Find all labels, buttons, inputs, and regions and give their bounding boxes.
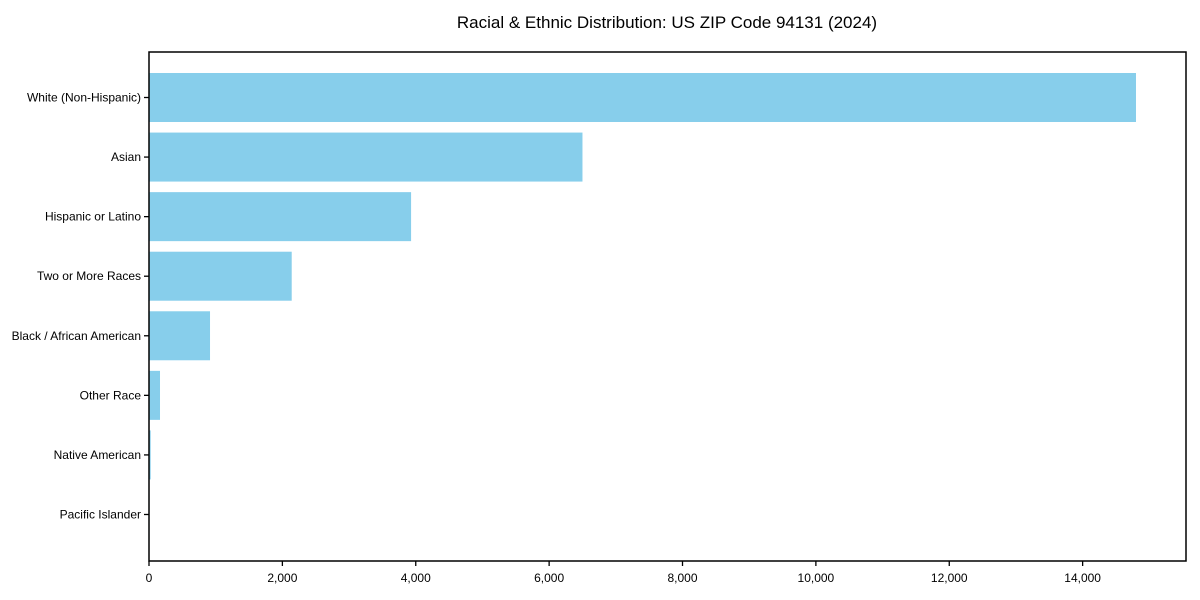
bars-layer [149, 73, 1136, 539]
bar-3 [149, 251, 292, 301]
plot-border [148, 51, 1187, 562]
x-tick-label-2: 4,000 [401, 571, 431, 585]
bar-5 [149, 370, 161, 420]
x-tick-label-6: 12,000 [931, 571, 968, 585]
y-tick-label-1: Asian [111, 150, 141, 164]
bar-4 [149, 311, 211, 361]
bar-1 [149, 132, 583, 182]
x-tick-label-1: 2,000 [267, 571, 297, 585]
y-tick-label-4: Black / African American [12, 329, 141, 343]
y-tick-label-7: Pacific Islander [60, 507, 141, 521]
y-tick-label-5: Other Race [80, 388, 142, 402]
x-tick-label-3: 6,000 [534, 571, 564, 585]
x-tick-label-5: 10,000 [798, 571, 835, 585]
bar-6 [149, 430, 151, 480]
bar-0 [149, 73, 1136, 122]
bar-2 [149, 192, 412, 242]
x-tick-label-4: 8,000 [667, 571, 697, 585]
x-tick-label-0: 0 [146, 571, 153, 585]
x-tick-label-7: 14,000 [1064, 571, 1101, 585]
y-tick-label-0: White (Non-Hispanic) [27, 91, 141, 105]
chart-title: Racial & Ethnic Distribution: US ZIP Cod… [457, 13, 877, 32]
y-tick-label-3: Two or More Races [37, 269, 141, 283]
y-tick-label-2: Hispanic or Latino [45, 210, 141, 224]
y-tick-label-6: Native American [54, 448, 141, 462]
axes-layer: 0 2,000 4,000 6,000 8,000 10,000 12,000 14,000 W… [12, 51, 1187, 585]
